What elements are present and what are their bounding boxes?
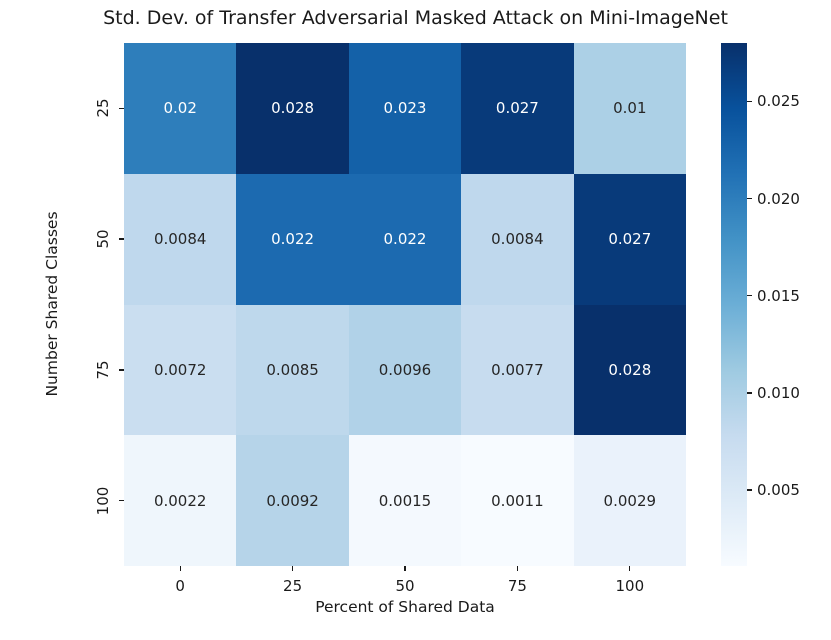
colorbar-tick-mark (747, 295, 752, 297)
heatmap-cell: 0.0072 (124, 304, 237, 436)
heatmap-cell: 0.0029 (573, 435, 686, 566)
colorbar (721, 43, 747, 566)
heatmap-cell: 0.023 (348, 43, 462, 174)
heatmap-cell: 0.0096 (348, 304, 462, 436)
colorbar-tick-label: 0.025 (757, 92, 800, 111)
heatmap-cell: 0.022 (236, 173, 349, 305)
heatmap-grid: 0.02 0.028 0.023 0.027 0.01 0.0084 0.022 0.022 0… (124, 43, 686, 566)
chart-title: Std. Dev. of Transfer Adversarial Masked… (103, 7, 728, 29)
heatmap-cell: 0.0085 (236, 304, 349, 436)
x-tick-mark (516, 566, 519, 571)
heatmap-cell: 0.028 (236, 43, 349, 174)
x-tick-mark (179, 566, 181, 571)
heatmap-cell: 0.0084 (124, 173, 237, 305)
heatmap-cell: 0.0084 (461, 173, 574, 305)
heatmap-cell: 0.0022 (124, 435, 237, 566)
x-tick-label: 50 (395, 577, 415, 595)
heatmap-cell: 0.0011 (461, 435, 574, 566)
colorbar-tick-mark (747, 489, 752, 491)
y-axis-label: Number Shared Classes (43, 211, 61, 397)
x-tick-label: 25 (283, 577, 303, 595)
heatmap-cell: 0.022 (348, 173, 462, 305)
heatmap-cell: 0.027 (573, 173, 686, 305)
colorbar-tick-label: 0.010 (757, 383, 800, 402)
colorbar-tick-label: 0.015 (757, 286, 800, 305)
heatmap-cell: 0.0092 (236, 435, 349, 566)
y-tick-mark (119, 238, 124, 240)
x-axis-label: Percent of Shared Data (315, 598, 495, 616)
x-tick-mark (291, 566, 294, 571)
y-tick-label: 75 (94, 360, 112, 380)
colorbar-tick-mark (747, 392, 752, 394)
heatmap-cell: 0.0077 (461, 304, 574, 436)
x-tick-label: 100 (615, 577, 645, 595)
heatmap-cell: 0.028 (573, 304, 686, 436)
x-tick-mark (404, 566, 406, 571)
colorbar-tick-mark (747, 197, 752, 200)
heatmap-cell: 0.027 (461, 43, 574, 174)
heatmap-cell: 0.0015 (348, 435, 462, 566)
y-tick-label: 25 (94, 98, 112, 118)
y-tick-label: 50 (94, 229, 112, 249)
x-tick-mark (629, 566, 631, 571)
y-tick-mark (119, 107, 124, 110)
heatmap-cell: 0.02 (124, 43, 237, 174)
colorbar-tick-mark (747, 100, 752, 103)
colorbar-tick-label: 0.005 (757, 481, 800, 500)
heatmap-cell: 0.01 (573, 43, 686, 174)
y-tick-mark (119, 499, 124, 502)
x-tick-label: 0 (175, 577, 185, 595)
y-tick-label: 100 (94, 486, 112, 515)
y-tick-mark (119, 369, 124, 371)
x-tick-label: 75 (507, 577, 527, 595)
colorbar-tick-label: 0.020 (757, 189, 800, 208)
